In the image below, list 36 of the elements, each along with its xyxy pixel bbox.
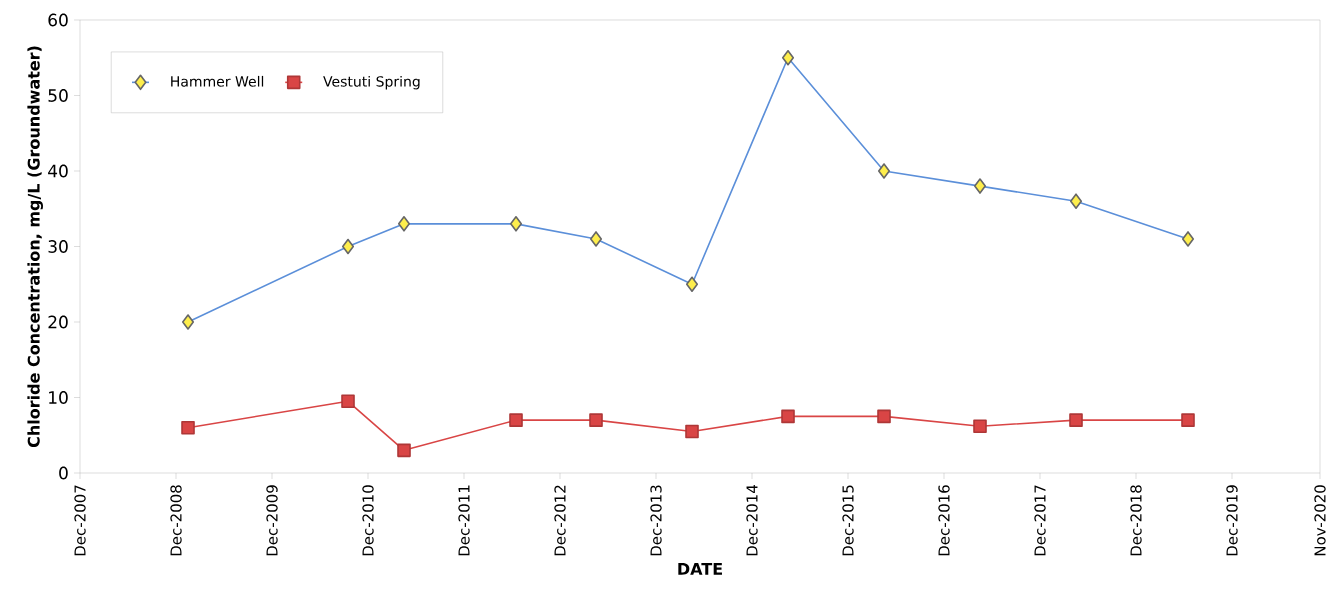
- y-axis-title: Chloride Concentration, mg/L (Groundwater): [27, 46, 43, 448]
- x-tick-label: Dec-2014: [746, 485, 758, 556]
- point: [781, 409, 795, 424]
- point: [509, 413, 523, 427]
- point: [973, 419, 987, 433]
- x-tick-label: Dec-2008: [170, 485, 182, 556]
- y-tick-label: 50: [48, 89, 68, 102]
- x-tick-label: Dec-2019: [1226, 485, 1238, 556]
- x-tick-label: Dec-2012: [554, 485, 566, 556]
- y-tick-label: 60: [48, 13, 68, 27]
- point: [877, 409, 891, 424]
- point: [397, 443, 411, 458]
- x-tick-label: Dec-2009: [266, 485, 278, 556]
- x-axis-title: DATE: [678, 563, 722, 575]
- point: [589, 413, 603, 427]
- point: [181, 420, 195, 435]
- y-tick-label: 0: [59, 466, 68, 480]
- point: [1069, 413, 1083, 427]
- y-tick-label: 40: [48, 164, 68, 178]
- point: [1181, 413, 1195, 427]
- x-tick-label: Nov-2020: [1314, 485, 1326, 556]
- x-tick-label: Dec-2018: [1130, 485, 1142, 556]
- y-tick-label: 10: [49, 391, 68, 404]
- y-tick-label: 30: [48, 240, 68, 253]
- x-tick-label: Dec-2011: [458, 485, 470, 556]
- legend-label: Vestuti Spring: [323, 75, 420, 90]
- point: [685, 424, 699, 439]
- x-tick-label: Dec-2015: [842, 485, 854, 556]
- y-tick-label: 20: [48, 315, 68, 329]
- x-tick-label: Dec-2013: [650, 485, 662, 556]
- x-tick-label: Dec-2017: [1034, 485, 1046, 556]
- point: [341, 394, 355, 409]
- legend-label: Hammer Well: [171, 75, 264, 87]
- x-tick-label: Dec-2007: [74, 485, 86, 556]
- x-tick-label: Dec-2016: [938, 485, 950, 556]
- x-tick-label: Dec-2010: [362, 485, 374, 556]
